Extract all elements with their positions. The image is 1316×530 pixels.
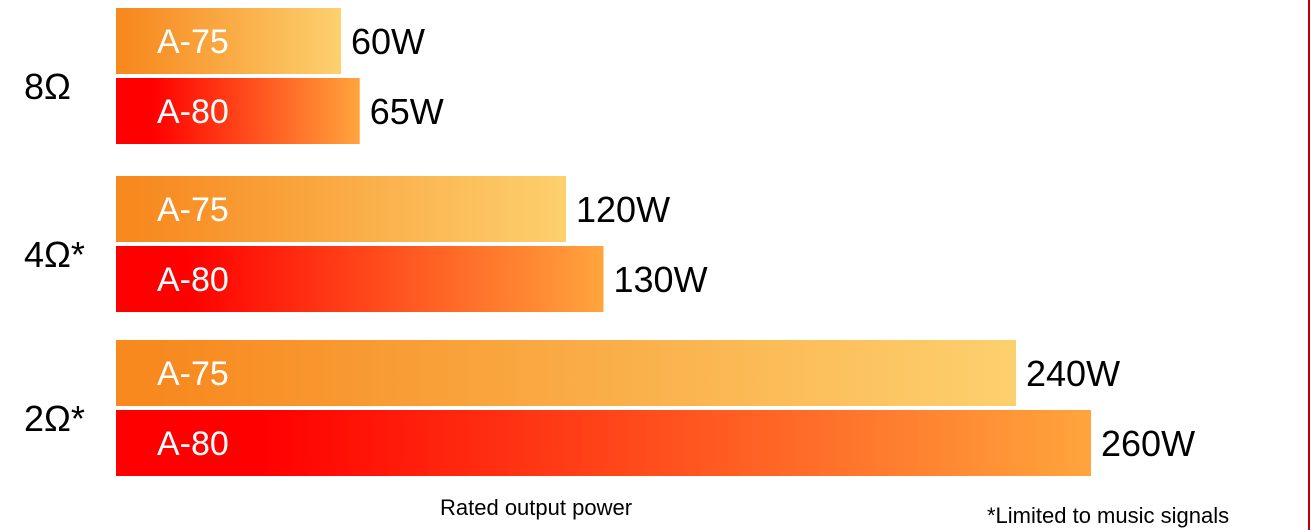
group-label-1: 4Ω* [24, 234, 85, 275]
bar-series-label: A-80 [157, 93, 229, 131]
value-label: 130W [614, 259, 708, 300]
x-axis-label: Rated output power [440, 495, 633, 520]
value-label: 240W [1026, 353, 1120, 394]
value-label: 120W [576, 189, 670, 230]
footnote: *Limited to music signals [987, 503, 1230, 528]
bar-a-75-1 [116, 176, 566, 242]
bar-a-80-0 [116, 78, 360, 144]
bar-series-label: A-75 [157, 191, 229, 229]
group-label-0: 8Ω [24, 66, 71, 107]
bar-series-label: A-75 [157, 355, 229, 393]
value-label: 65W [370, 91, 444, 132]
bar-a-80-1 [116, 246, 604, 312]
bar-series-label: A-75 [157, 23, 229, 61]
bar-a-75-2 [116, 340, 1016, 406]
group-label-2: 2Ω* [24, 398, 85, 439]
bar-a-75-0 [116, 8, 341, 74]
value-label: 60W [351, 21, 425, 62]
value-label: 260W [1101, 423, 1195, 464]
bar-series-label: A-80 [157, 425, 229, 463]
bar-series-label: A-80 [157, 261, 229, 299]
bar-chart: 8Ω A-75 60W A-80 65W 4Ω* A-75 120W A-80 130W 2Ω* A-… [24, 8, 1195, 476]
bar-a-80-2 [116, 410, 1091, 476]
